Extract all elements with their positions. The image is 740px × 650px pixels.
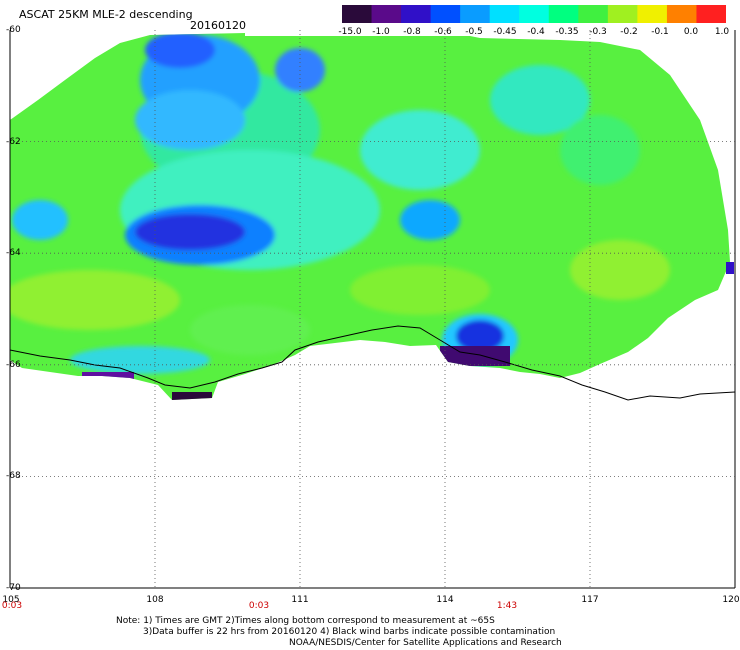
time-label: 0:03	[248, 601, 270, 611]
colorbar-tick-label: -0.45	[493, 27, 517, 37]
time-label: 1:43	[496, 601, 518, 611]
plot-date: 20160120	[190, 19, 246, 32]
latitude-tick-label: -62	[6, 136, 21, 147]
wind-swath	[10, 33, 730, 400]
longitude-tick-label: 111	[291, 595, 309, 605]
longitude-tick-label: 105	[2, 595, 20, 605]
graticule	[10, 30, 735, 588]
colorbar-tick-label: -0.5	[465, 27, 483, 37]
colorbar-segment	[548, 5, 579, 23]
colorbar-segment	[519, 5, 550, 23]
colorbar-tick-label: -0.8	[403, 27, 421, 37]
colorbar-tick-label: -0.3	[589, 27, 607, 37]
colorbar-segment	[371, 5, 402, 23]
colorbar-tick-label: -0.6	[434, 27, 452, 37]
latitude-tick-label: -68	[6, 471, 21, 482]
colorbar-segment	[578, 5, 609, 23]
plot-title: ASCAT 25KM MLE-2 descending	[19, 8, 193, 21]
colorbar-segment	[666, 5, 697, 23]
colorbar-tick-label: -0.35	[555, 27, 579, 37]
longitude-tick-label: 120	[722, 595, 740, 605]
latitude-tick-label: -60	[6, 25, 21, 35]
latitude-tick-label: -66	[6, 359, 21, 370]
colorbar-segment	[607, 5, 638, 23]
colorbar-segment	[460, 5, 491, 23]
time-label: 0:03	[1, 601, 23, 611]
longitude-tick-label: 117	[581, 595, 599, 605]
colorbar-segment	[637, 5, 668, 23]
note-line-3: NOAA/NESDIS/Center for Satellite Applica…	[289, 638, 562, 648]
colorbar-tick-label: -15.0	[338, 27, 362, 37]
longitude-tick-label: 108	[146, 595, 164, 605]
colorbar-segment	[696, 5, 726, 23]
colorbar-segment	[489, 5, 520, 23]
coastline	[9, 325, 736, 401]
colorbar-tick-label: -0.4	[527, 27, 545, 37]
note-line-2: 3)Data buffer is 22 hrs from 20160120 4)…	[143, 627, 556, 637]
latitude-tick-label: -64	[6, 248, 21, 259]
colorbar-tick-label: 0.0	[683, 27, 699, 37]
colorbar-tick-label: -1.0	[372, 27, 390, 37]
colorbar-segment	[342, 5, 373, 23]
colorbar-tick-label: 1.0	[714, 27, 730, 37]
latitude-tick-label: -70	[6, 583, 21, 593]
colorbar-tick-label: -0.1	[651, 27, 669, 37]
longitude-tick-label: 114	[436, 595, 454, 605]
note-line-1: Note: 1) Times are GMT 2)Times along bot…	[116, 616, 495, 626]
colorbar-tick-label: -0.2	[620, 27, 638, 37]
colorbar-segment	[430, 5, 461, 23]
colorbar-segment	[401, 5, 432, 23]
colorbar	[342, 5, 726, 23]
